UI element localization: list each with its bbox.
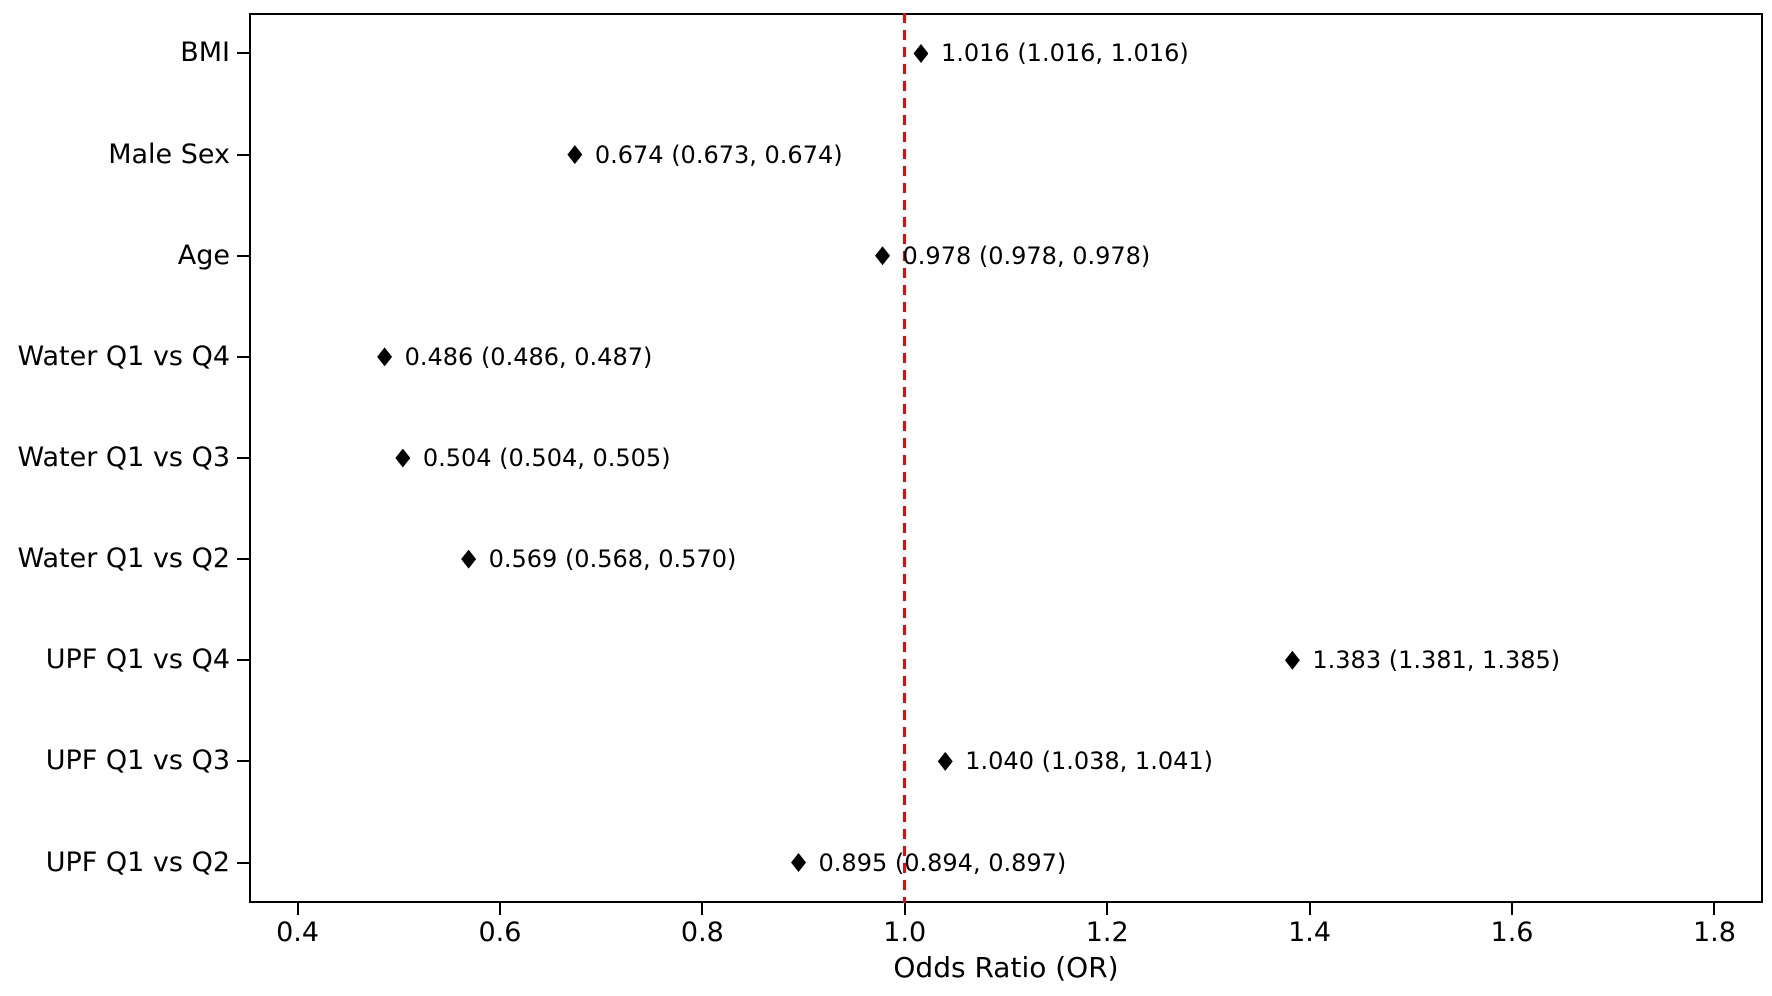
y-axis-tick — [237, 153, 249, 156]
or-value-annotation: 0.895 (0.894, 0.897) — [818, 848, 1067, 877]
or-value-annotation: 1.383 (1.381, 1.385) — [1312, 646, 1561, 675]
x-axis-tick — [903, 903, 906, 915]
x-axis-tick — [1511, 903, 1514, 915]
y-category-label: UPF Q1 vs Q4 — [45, 644, 230, 676]
or-value-annotation: 1.040 (1.038, 1.041) — [965, 747, 1213, 776]
x-axis-tick — [296, 903, 299, 915]
or-point-marker — [791, 853, 807, 873]
or-point-marker — [1284, 650, 1300, 670]
x-tick-label: 0.8 — [680, 917, 724, 948]
x-axis-tick — [701, 903, 704, 915]
x-tick-label: 0.6 — [478, 917, 522, 948]
x-tick-label: 1.2 — [1085, 917, 1129, 948]
x-axis-tick — [1308, 903, 1311, 915]
y-axis-tick — [237, 558, 249, 561]
x-axis-label: Odds Ratio (OR) — [893, 951, 1119, 984]
or-value-annotation: 0.978 (0.978, 0.978) — [902, 241, 1151, 270]
y-category-label: UPF Q1 vs Q2 — [45, 846, 230, 878]
y-category-label: Age — [177, 239, 230, 271]
or-point-marker — [937, 751, 953, 771]
y-category-label: BMI — [180, 37, 230, 69]
or-point-marker — [461, 549, 477, 569]
or-point-marker — [377, 347, 393, 367]
y-axis-tick — [237, 457, 249, 459]
x-tick-label: 1.0 — [883, 917, 927, 948]
y-axis-tick — [237, 355, 249, 358]
y-category-label: Male Sex — [108, 138, 230, 170]
y-axis-tick — [237, 861, 249, 864]
y-category-label: Water Q1 vs Q3 — [17, 442, 230, 473]
y-category-label: Water Q1 vs Q4 — [17, 340, 230, 372]
y-category-label: Water Q1 vs Q2 — [17, 543, 230, 575]
y-axis-tick — [237, 52, 249, 55]
x-tick-label: 1.4 — [1288, 917, 1332, 948]
or-value-annotation: 1.016 (1.016, 1.016) — [940, 39, 1189, 68]
reference-line — [903, 13, 907, 903]
or-point-marker — [913, 43, 929, 63]
x-axis-tick — [498, 903, 501, 915]
plot-area — [249, 13, 1763, 903]
or-value-annotation: 0.486 (0.486, 0.487) — [404, 342, 653, 371]
or-point-marker — [875, 246, 891, 266]
or-value-annotation: 0.674 (0.673, 0.674) — [594, 140, 843, 169]
or-value-annotation: 0.504 (0.504, 0.505) — [422, 444, 671, 472]
x-tick-label: 1.8 — [1692, 917, 1736, 948]
or-point-marker — [395, 448, 411, 468]
x-tick-label: 0.4 — [276, 917, 320, 948]
or-point-marker — [567, 145, 583, 165]
x-tick-label: 1.6 — [1490, 917, 1534, 948]
y-category-label: UPF Q1 vs Q3 — [45, 745, 230, 777]
y-axis-tick — [237, 659, 249, 662]
y-axis-tick — [237, 760, 249, 763]
x-axis-tick — [1106, 903, 1109, 915]
or-value-annotation: 0.569 (0.568, 0.570) — [488, 545, 737, 574]
y-axis-tick — [237, 254, 249, 257]
x-axis-tick — [1713, 903, 1716, 915]
